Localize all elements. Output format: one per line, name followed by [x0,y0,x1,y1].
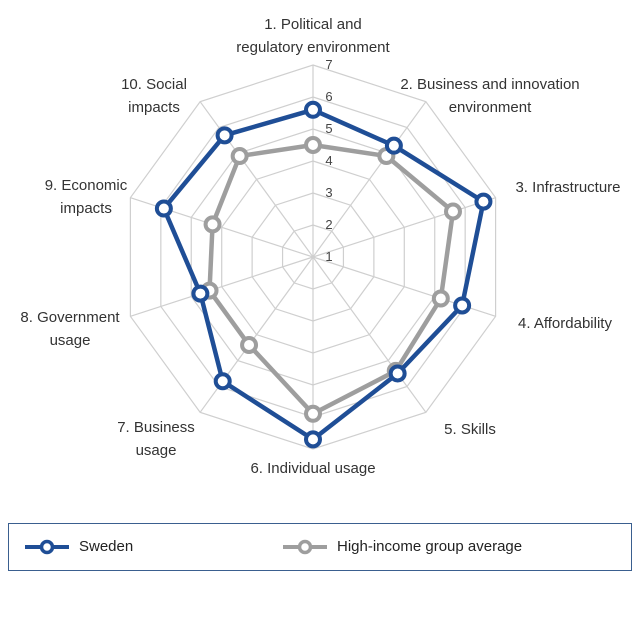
legend-item-sweden: Sweden [23,524,133,569]
axis-spoke [312,256,427,413]
axis-label: 10. Social impacts [121,76,187,116]
tick-label: 3 [325,185,332,200]
axis-label: 4. Affordability [518,315,612,332]
axis-label: 7. Business usage [117,419,195,459]
data-point [304,430,322,449]
tick-label: 7 [325,57,332,72]
data-point [453,296,472,315]
data-point [304,404,322,423]
data-point [384,136,403,155]
radar-chart: 1 2 3 4 5 6 7 1. Political and regulatory envir… [20,16,620,477]
data-point [304,100,322,119]
axis-spoke [199,101,314,258]
data-point [304,136,322,154]
data-point [443,202,462,221]
axis-spoke [312,101,427,258]
data-point [230,147,249,166]
legend-label-sweden: Sweden [79,538,134,555]
tick-label: 2 [325,217,332,232]
tick-label: 6 [325,89,332,104]
legend-item-high-income: High-income group average [281,524,522,569]
tick-label: 5 [325,121,332,136]
data-point [431,289,450,308]
legend: Sweden High-income group average [8,523,632,571]
axis-label: 2. Business and innovation environment [400,76,579,116]
data-point [474,192,493,211]
legend-swatch-high-income [283,539,327,554]
tick-label: 4 [325,153,332,168]
legend-label-high-income: High-income group average [337,538,523,555]
data-point [203,215,222,234]
axis-label: 6. Individual usage [250,460,375,477]
tick-label: 1 [325,249,332,264]
data-point [154,199,173,218]
axis-label: 5. Skills [444,421,496,438]
axis-label: 9. Economic impacts [45,177,128,217]
legend-swatch-sweden [25,539,69,554]
legend-swatch-marker [39,539,55,554]
data-point [213,372,232,391]
tick-labels: 1 2 3 4 5 6 7 [325,57,332,264]
legend-swatch-marker [297,539,313,554]
axis-labels: 1. Political and regulatory environment2.… [20,16,620,477]
series-0 [154,100,493,449]
axis-spoke [312,197,496,258]
axis-spoke [130,256,314,317]
axis-label: 3. Infrastructure [515,179,620,196]
data-point [215,126,234,145]
series-layer [154,100,493,449]
series-1 [200,136,462,423]
data-point [240,336,259,355]
data-point [388,364,407,383]
axis-label: 8. Government usage [20,309,120,349]
axis-label: 1. Political and regulatory environment [236,16,390,56]
data-point [191,284,210,303]
axis-spoke [199,256,314,413]
